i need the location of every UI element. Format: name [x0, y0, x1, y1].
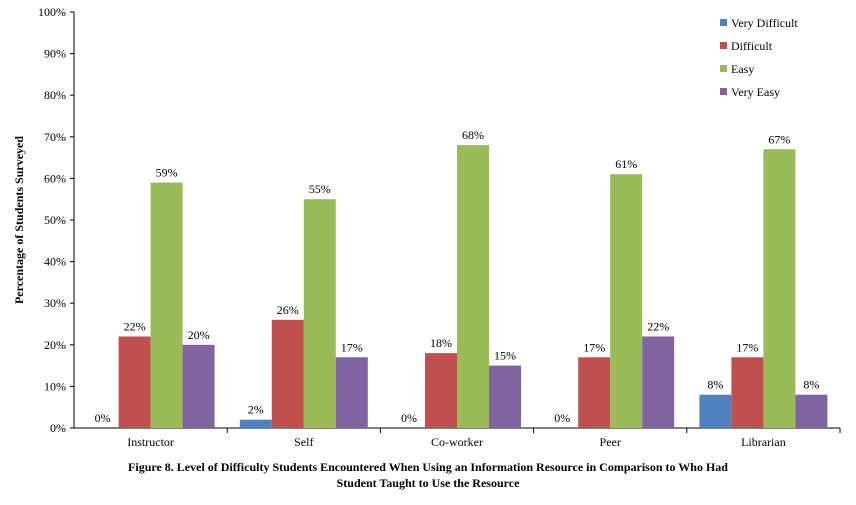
y-tick-label: 80%	[44, 88, 66, 102]
bar-difficult	[731, 357, 764, 428]
y-tick-label: 90%	[44, 47, 66, 61]
bar-easy	[457, 145, 489, 428]
y-axis-title: Percentage of Students Surveyed	[12, 136, 26, 304]
legend-swatch	[720, 19, 727, 26]
data-label: 18%	[430, 336, 452, 350]
x-tick-label: Co-worker	[431, 435, 483, 449]
legend-label: Very Easy	[731, 85, 780, 99]
bar-easy	[763, 149, 796, 428]
data-label: 0%	[401, 411, 417, 425]
legend-label: Easy	[731, 62, 754, 76]
data-label: 55%	[309, 182, 331, 196]
x-tick-label: Self	[294, 435, 313, 449]
bar-very-difficult	[239, 419, 272, 428]
data-label: 20%	[188, 328, 210, 342]
data-label: 59%	[156, 166, 178, 180]
bar-very-easy	[795, 394, 828, 428]
data-label: 22%	[647, 319, 669, 333]
legend-swatch	[720, 42, 727, 49]
data-label: 8%	[803, 378, 819, 392]
figure-caption-line-2: Student Taught to Use the Resource	[336, 476, 520, 490]
bar-very-easy	[642, 336, 675, 428]
bar-very-difficult	[699, 394, 732, 428]
data-label: 17%	[736, 340, 758, 354]
y-tick-label: 0%	[50, 421, 66, 435]
y-tick-label: 60%	[44, 171, 66, 185]
data-label: 26%	[277, 303, 299, 317]
legend-label: Difficult	[731, 39, 773, 53]
y-tick-label: 40%	[44, 255, 66, 269]
bar-easy	[610, 174, 643, 428]
data-label: 67%	[768, 132, 790, 146]
data-label: 8%	[707, 378, 723, 392]
x-tick-label: Instructor	[127, 435, 174, 449]
bar-easy	[303, 199, 336, 428]
y-tick-label: 100%	[38, 5, 66, 19]
x-tick-label: Librarian	[741, 435, 786, 449]
legend-swatch	[720, 88, 727, 95]
bar-very-easy	[182, 344, 215, 428]
bar-easy	[150, 182, 183, 428]
bar-difficult	[578, 357, 611, 428]
y-tick-label: 50%	[44, 213, 66, 227]
bar-very-easy	[489, 365, 521, 428]
data-label: 22%	[124, 319, 146, 333]
data-label: 68%	[462, 128, 484, 142]
y-tick-label: 30%	[44, 296, 66, 310]
data-label: 0%	[554, 411, 570, 425]
y-tick-label: 20%	[44, 338, 66, 352]
bar-difficult	[118, 336, 151, 428]
data-label: 61%	[615, 157, 637, 171]
data-label: 17%	[341, 340, 363, 354]
legend-swatch	[720, 65, 727, 72]
legend-label: Very Difficult	[731, 16, 798, 30]
figure-caption-line-1: Figure 8. Level of Difficulty Students E…	[128, 460, 728, 474]
data-label: 2%	[248, 403, 264, 417]
bar-difficult	[271, 319, 304, 428]
y-tick-label: 70%	[44, 130, 66, 144]
x-tick-label: Peer	[600, 435, 621, 449]
bar-very-easy	[335, 357, 368, 428]
bar-difficult	[425, 353, 457, 428]
y-tick-label: 10%	[44, 379, 66, 393]
data-label: 0%	[95, 411, 111, 425]
data-label: 15%	[494, 349, 516, 363]
data-label: 17%	[583, 340, 605, 354]
